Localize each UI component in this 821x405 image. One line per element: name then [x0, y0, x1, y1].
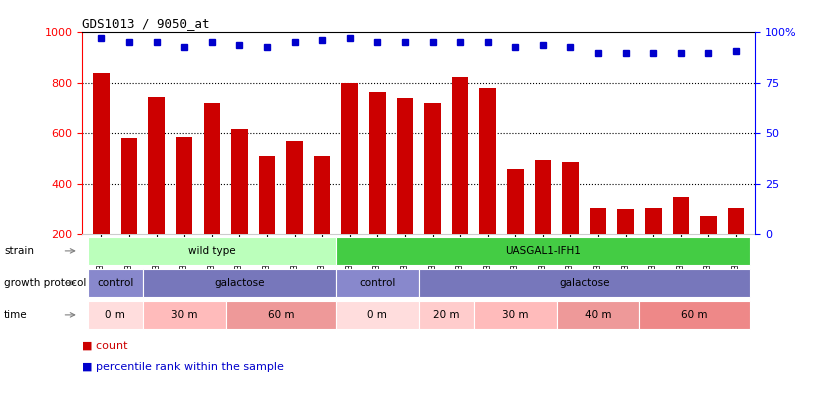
Bar: [672, 197, 689, 285]
Bar: [259, 156, 275, 285]
Bar: [700, 216, 717, 285]
Bar: [287, 141, 303, 285]
Bar: [88, 269, 143, 296]
Bar: [640, 301, 750, 328]
Bar: [314, 156, 330, 285]
Text: 60 m: 60 m: [268, 310, 294, 320]
Bar: [727, 209, 745, 285]
Text: strain: strain: [4, 246, 34, 256]
Text: 30 m: 30 m: [502, 310, 529, 320]
Text: wild type: wild type: [188, 246, 236, 256]
Bar: [534, 160, 551, 285]
Text: galactose: galactose: [214, 278, 264, 288]
Bar: [342, 83, 358, 285]
Bar: [204, 103, 220, 285]
Bar: [589, 208, 607, 285]
Text: galactose: galactose: [559, 278, 609, 288]
Text: UASGAL1-IFH1: UASGAL1-IFH1: [505, 246, 580, 256]
Bar: [617, 209, 634, 285]
Bar: [336, 301, 419, 328]
Text: 60 m: 60 m: [681, 310, 708, 320]
Bar: [452, 77, 468, 285]
Text: 30 m: 30 m: [171, 310, 197, 320]
Bar: [645, 208, 662, 285]
Bar: [397, 98, 413, 285]
Bar: [424, 103, 441, 285]
Text: ■ percentile rank within the sample: ■ percentile rank within the sample: [82, 362, 284, 373]
Bar: [143, 301, 226, 328]
Text: 0 m: 0 m: [367, 310, 388, 320]
Text: 40 m: 40 m: [585, 310, 612, 320]
Bar: [336, 269, 419, 296]
Bar: [507, 168, 524, 285]
Bar: [176, 137, 192, 285]
Text: GDS1013 / 9050_at: GDS1013 / 9050_at: [82, 17, 209, 30]
Bar: [88, 237, 336, 264]
Bar: [474, 301, 557, 328]
Text: 0 m: 0 m: [105, 310, 125, 320]
Bar: [121, 138, 137, 285]
Bar: [336, 237, 750, 264]
Bar: [226, 301, 336, 328]
Text: 20 m: 20 m: [433, 310, 460, 320]
Bar: [419, 301, 474, 328]
Text: growth protocol: growth protocol: [4, 278, 86, 288]
Bar: [479, 88, 496, 285]
Text: time: time: [4, 310, 28, 320]
Bar: [88, 301, 143, 328]
Bar: [369, 92, 386, 285]
Bar: [93, 73, 110, 285]
Bar: [149, 97, 165, 285]
Text: ■ count: ■ count: [82, 340, 127, 350]
Bar: [231, 130, 248, 285]
Bar: [419, 269, 750, 296]
Bar: [143, 269, 336, 296]
Text: control: control: [359, 278, 396, 288]
Text: control: control: [97, 278, 133, 288]
Bar: [557, 301, 640, 328]
Bar: [562, 162, 579, 285]
